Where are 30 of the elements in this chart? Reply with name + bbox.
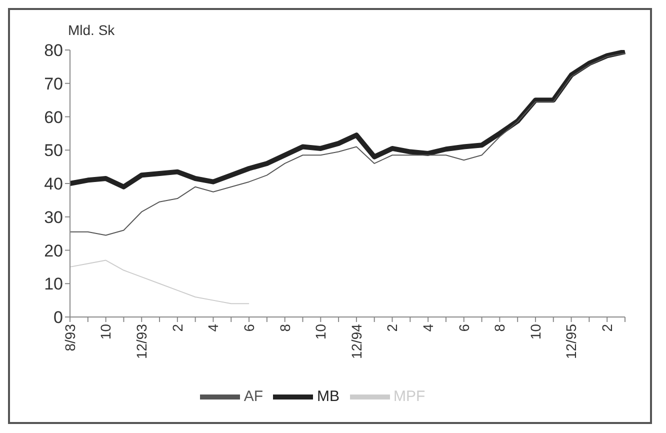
- x-tick-label: 12/94: [348, 324, 364, 360]
- y-tick-label: 80: [44, 41, 63, 60]
- x-tick-label: 12/95: [563, 324, 580, 360]
- y-tick-label: 40: [44, 174, 63, 194]
- y-tick-label: 60: [44, 108, 63, 127]
- y-tick-label: 50: [44, 141, 63, 160]
- x-tick-label: 6: [240, 324, 257, 332]
- x-tick-label: 2: [169, 324, 186, 332]
- line-series: [70, 260, 250, 304]
- x-tick-label: 8: [276, 324, 293, 332]
- x-tick-label: 4: [420, 324, 436, 332]
- x-tick-label: 10: [98, 324, 114, 340]
- legend-label: AF: [244, 388, 263, 405]
- y-tick-label: 0: [54, 308, 63, 328]
- y-tick-label: 20: [44, 241, 63, 260]
- x-tick-label: 10: [312, 324, 329, 340]
- y-tick-label: 30: [44, 208, 63, 227]
- x-tick-label: 6: [456, 324, 472, 332]
- y-tick-label: 10: [44, 274, 63, 294]
- x-tick-label: 8: [492, 324, 508, 332]
- x-tick-label: 10: [527, 324, 544, 340]
- x-tick-label: 2: [384, 324, 400, 332]
- y-axis-title: Mld. Sk: [68, 22, 115, 38]
- y-tick-label: 70: [44, 74, 63, 94]
- x-tick-label: 4: [205, 324, 222, 332]
- legend-label: MB: [317, 388, 340, 405]
- line-series: [70, 52, 626, 236]
- x-tick-label: 2: [599, 324, 616, 332]
- x-tick-label: 12/93: [134, 324, 150, 360]
- x-tick-label: 8/93: [62, 324, 78, 352]
